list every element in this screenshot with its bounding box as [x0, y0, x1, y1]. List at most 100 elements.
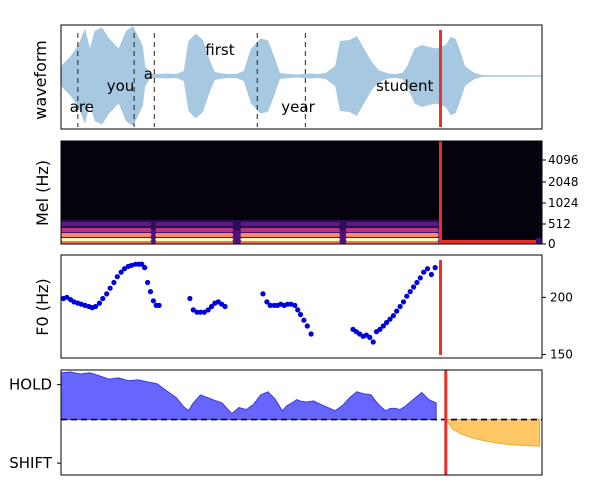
f0-point: [394, 308, 400, 314]
f0-point: [96, 300, 103, 306]
f0-point: [142, 265, 148, 271]
mel-energy-band: [345, 238, 439, 241]
mel-energy-band: [61, 222, 152, 226]
f0-point: [82, 302, 88, 308]
f0-point: [424, 266, 431, 272]
mel-ytick-label: 1024: [548, 196, 579, 210]
word-label: first: [205, 41, 234, 59]
f0-point: [197, 309, 204, 315]
f0-point: [387, 316, 393, 322]
f0-point: [367, 334, 373, 340]
word-label: are: [70, 98, 94, 116]
f0-frame: [60, 254, 543, 359]
f0-point: [414, 279, 420, 286]
word-label: student: [376, 77, 433, 95]
mel-edge: [536, 238, 542, 244]
f0-point: [377, 326, 383, 332]
f0-point: [304, 323, 310, 329]
f0-point: [421, 269, 427, 275]
mel-energy-band: [345, 222, 439, 226]
f0-point: [93, 303, 99, 310]
f0-point: [288, 301, 294, 307]
mel-ylabel: Mel (Hz): [33, 160, 52, 226]
f0-point: [129, 262, 135, 268]
mel-energy-band: [240, 241, 340, 244]
word-label: you: [107, 77, 135, 95]
mel-energy-band: [240, 233, 340, 237]
f0-point: [267, 302, 273, 308]
shift-area: [444, 419, 541, 447]
f0-point: [384, 319, 390, 326]
f0-ytick-label: 200: [550, 290, 573, 304]
f0-point: [111, 279, 117, 286]
waveform-envelope: [61, 26, 542, 126]
f0-point: [400, 299, 407, 305]
f0-point: [380, 323, 386, 329]
word-label: year: [281, 98, 315, 116]
f0-point: [64, 294, 70, 300]
f0-point: [222, 303, 228, 310]
mel-energy-band: [61, 228, 152, 232]
f0-point: [147, 289, 154, 295]
f0-point: [100, 295, 106, 302]
mel-energy-band: [155, 233, 234, 237]
f0-point: [264, 299, 270, 305]
f0-point: [432, 265, 438, 271]
turn-frame: [60, 369, 543, 476]
f0-point: [390, 313, 396, 319]
mel-energy-band: [155, 222, 234, 226]
f0-point: [407, 289, 413, 295]
f0-point: [201, 309, 207, 315]
word-label: a: [144, 65, 153, 83]
mel-ytick-label: 512: [548, 217, 571, 231]
f0-point: [156, 302, 162, 308]
f0-point: [145, 279, 151, 286]
f0-point: [205, 307, 211, 313]
f0-point: [370, 339, 376, 345]
mel-ytick-label: 2048: [548, 175, 579, 189]
f0-point: [150, 298, 156, 304]
f0-point: [411, 284, 417, 290]
mel-energy-band: [61, 233, 152, 237]
turn-panel: HOLD SHIFT: [9, 369, 543, 476]
f0-point: [292, 302, 298, 308]
f0-ylabel: F0 (Hz): [33, 278, 52, 335]
f0-point: [428, 271, 434, 278]
mel-panel: Mel (Hz) 0 512 1024 2048 4096: [33, 140, 579, 251]
waveform-ylabel: waveform: [31, 40, 50, 120]
f0-point: [187, 295, 193, 302]
f0-point: [139, 261, 145, 267]
f0-point: [114, 274, 120, 280]
mel-ytick-label: 4096: [548, 153, 579, 167]
mel-energy-band: [240, 222, 340, 226]
waveform-frame: [60, 24, 543, 130]
f0-point: [118, 269, 124, 275]
mel-energy-band: [61, 238, 152, 241]
f0-ytick-label: 150: [550, 348, 573, 362]
f0-point: [308, 331, 314, 337]
mel-energy-band: [155, 228, 234, 232]
f0-point: [417, 275, 423, 281]
f0-point: [190, 307, 196, 313]
mel-energy-band: [345, 233, 439, 237]
turn-ytick-label: HOLD: [9, 376, 52, 394]
f0-panel: F0 (Hz) 150 200: [33, 254, 573, 362]
mel-frame: [60, 140, 543, 245]
f0-point: [209, 303, 215, 310]
f0-point: [104, 291, 110, 297]
mel-future-baseline: [440, 240, 536, 244]
hold-area: [60, 371, 437, 420]
mel-energy-band: [155, 238, 234, 241]
mel-energy-band: [345, 228, 439, 232]
mel-ytick-label: 0: [548, 237, 556, 251]
f0-point: [404, 293, 410, 299]
f0-point: [121, 266, 128, 272]
f0-point: [295, 307, 301, 313]
mel-energy-band: [240, 238, 340, 241]
f0-point: [107, 285, 113, 291]
f0-point: [260, 291, 266, 297]
mel-energy-band: [345, 241, 439, 244]
mel-energy-band: [240, 228, 340, 232]
